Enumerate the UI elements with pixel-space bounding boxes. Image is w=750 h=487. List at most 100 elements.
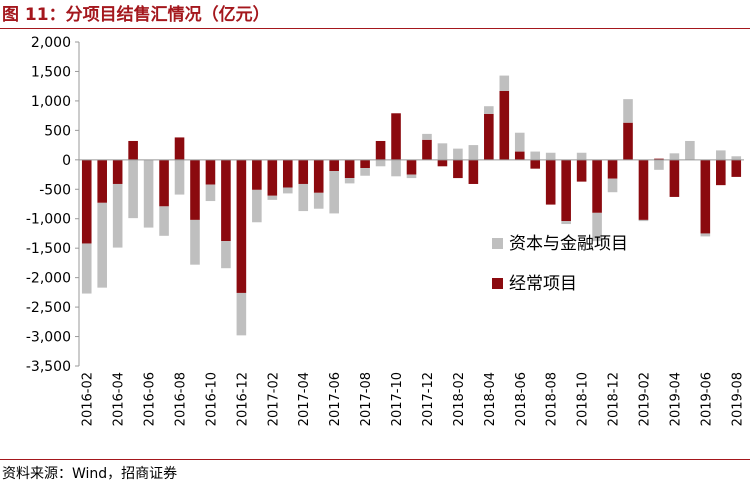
- bar-current-account-2017-07: [344, 159, 355, 179]
- x-tick-label: 2018-08: [545, 372, 560, 426]
- bar-current-account-2019-04: [669, 159, 680, 197]
- bar-capital-financial-2018-05: [499, 75, 510, 91]
- bar-capital-financial-2016-06: [143, 159, 154, 228]
- bar-capital-financial-2019-08: [731, 156, 742, 160]
- bar-capital-financial-2016-07: [159, 206, 169, 236]
- bar-current-account-2017-02: [267, 159, 278, 196]
- bar-capital-financial-2018-02: [453, 148, 463, 160]
- bar-current-account-2016-08: [174, 137, 185, 160]
- y-tick-label: -2,500: [26, 300, 71, 316]
- bar-capital-financial-2018-12: [607, 178, 618, 193]
- bar-capital-financial-2017-11: [406, 174, 417, 179]
- bar-current-account-2016-12: [236, 159, 247, 293]
- y-tick-label: 2,000: [31, 35, 71, 51]
- x-tick-label: 2019-04: [668, 372, 683, 426]
- bar-current-account-2018-04: [484, 113, 494, 160]
- x-tick-label: 2017-08: [359, 372, 374, 426]
- bar-capital-financial-2017-10: [391, 159, 401, 177]
- x-tick-label: 2016-06: [143, 372, 158, 426]
- bar-current-account-2017-03: [282, 159, 293, 188]
- bar-current-account-2018-10: [576, 159, 587, 182]
- bar-current-account-2017-10: [391, 113, 401, 160]
- bar-current-account-2017-01: [252, 159, 262, 190]
- bar-current-account-2018-08: [545, 159, 556, 205]
- bars-layer: [81, 75, 742, 336]
- x-tick-label: 2017-10: [390, 372, 405, 426]
- bar-capital-financial-2019-04: [669, 153, 680, 160]
- bar-current-account-2016-03: [97, 159, 107, 203]
- y-tick-label: -1,000: [26, 212, 71, 228]
- y-tick-label: -500: [39, 182, 71, 198]
- bar-capital-financial-2017-01: [252, 189, 262, 223]
- bar-capital-financial-2016-04: [112, 183, 123, 248]
- x-tick-label: 2018-06: [514, 372, 529, 426]
- bar-capital-financial-2017-07: [344, 178, 355, 184]
- bar-current-account-2019-07: [716, 159, 726, 186]
- footer-rule: [0, 459, 750, 460]
- x-tick-label: 2016-02: [81, 372, 96, 426]
- bar-current-account-2019-02: [638, 159, 649, 220]
- bar-capital-financial-2016-09: [190, 219, 200, 265]
- x-tick-label: 2017-02: [266, 372, 281, 426]
- bar-current-account-2016-02: [81, 159, 92, 244]
- x-tick-label: 2016-08: [174, 372, 189, 426]
- bar-current-account-2016-04: [112, 159, 123, 184]
- bar-current-account-2019-06: [700, 159, 711, 234]
- bar-current-account-2016-09: [190, 159, 200, 220]
- bar-current-account-2017-06: [329, 159, 339, 172]
- bar-capital-financial-2018-10: [576, 152, 587, 160]
- title-rule: [0, 28, 750, 29]
- figure-title: 图 11：分项目结售汇情况（亿元）: [2, 5, 270, 25]
- bar-capital-financial-2016-02: [81, 243, 92, 294]
- bar-capital-financial-2017-03: [282, 187, 293, 194]
- axes-layer: 2,000 1,500 1,000 500 0 -500 -1,000 -1,500 -2,00…: [26, 35, 745, 426]
- legend-label-capital-financial: 资本与金融项目: [509, 234, 628, 254]
- y-tick-label: -3,500: [26, 359, 71, 375]
- bar-capital-financial-2016-05: [128, 159, 138, 219]
- bar-current-account-2017-05: [313, 159, 324, 193]
- bar-current-account-2017-12: [422, 139, 432, 160]
- x-tick-label: 2016-04: [112, 372, 127, 426]
- bar-current-account-2019-01: [623, 122, 633, 160]
- bar-current-account-2017-09: [375, 140, 386, 160]
- bar-capital-financial-2016-03: [97, 202, 107, 288]
- bar-current-account-2018-09: [561, 159, 571, 222]
- bar-current-account-2018-05: [499, 90, 510, 160]
- bar-capital-financial-2017-08: [360, 168, 370, 176]
- x-tick-label: 2019-02: [638, 372, 653, 426]
- bar-capital-financial-2018-07: [530, 151, 541, 160]
- x-tick-label: 2016-12: [235, 372, 250, 426]
- bar-current-account-2016-10: [205, 159, 216, 185]
- bar-current-account-2018-11: [592, 159, 602, 213]
- bar-capital-financial-2017-02: [267, 195, 278, 200]
- x-tick-label: 2018-02: [452, 372, 467, 426]
- bar-capital-financial-2017-12: [422, 133, 432, 140]
- bar-current-account-2018-03: [468, 159, 479, 184]
- x-tick-label: 2017-04: [297, 372, 312, 426]
- bar-current-account-2016-07: [159, 159, 169, 207]
- x-tick-label: 2018-04: [483, 372, 498, 426]
- bar-capital-financial-2018-11: [592, 212, 602, 242]
- y-tick-label: -3,000: [26, 330, 71, 346]
- y-tick-label: 1,000: [31, 94, 71, 110]
- x-tick-label: 2018-12: [607, 372, 622, 426]
- legend-swatch-current-account: [492, 278, 503, 289]
- bar-capital-financial-2018-06: [514, 132, 525, 152]
- bar-capital-financial-2018-08: [545, 152, 556, 160]
- bar-current-account-2019-03: [654, 158, 664, 160]
- legend-label-current-account: 经常项目: [509, 274, 577, 294]
- bar-capital-financial-2017-06: [329, 171, 339, 214]
- bar-capital-financial-2018-03: [468, 145, 479, 160]
- bar-current-account-2018-01: [437, 159, 448, 167]
- bar-capital-financial-2017-04: [298, 183, 309, 212]
- bar-capital-financial-2019-03: [654, 159, 664, 170]
- bar-current-account-2018-06: [514, 151, 525, 160]
- bar-capital-financial-2016-10: [205, 184, 216, 202]
- bar-chart: 2,000 1,500 1,000 500 0 -500 -1,000 -1,500 -2,00…: [26, 35, 745, 426]
- x-tick-label: 2018-10: [576, 372, 591, 426]
- bar-current-account-2016-05: [128, 140, 138, 160]
- bar-capital-financial-2016-08: [174, 159, 185, 195]
- bar-current-account-2019-08: [731, 159, 742, 177]
- bar-capital-financial-2018-01: [437, 143, 448, 160]
